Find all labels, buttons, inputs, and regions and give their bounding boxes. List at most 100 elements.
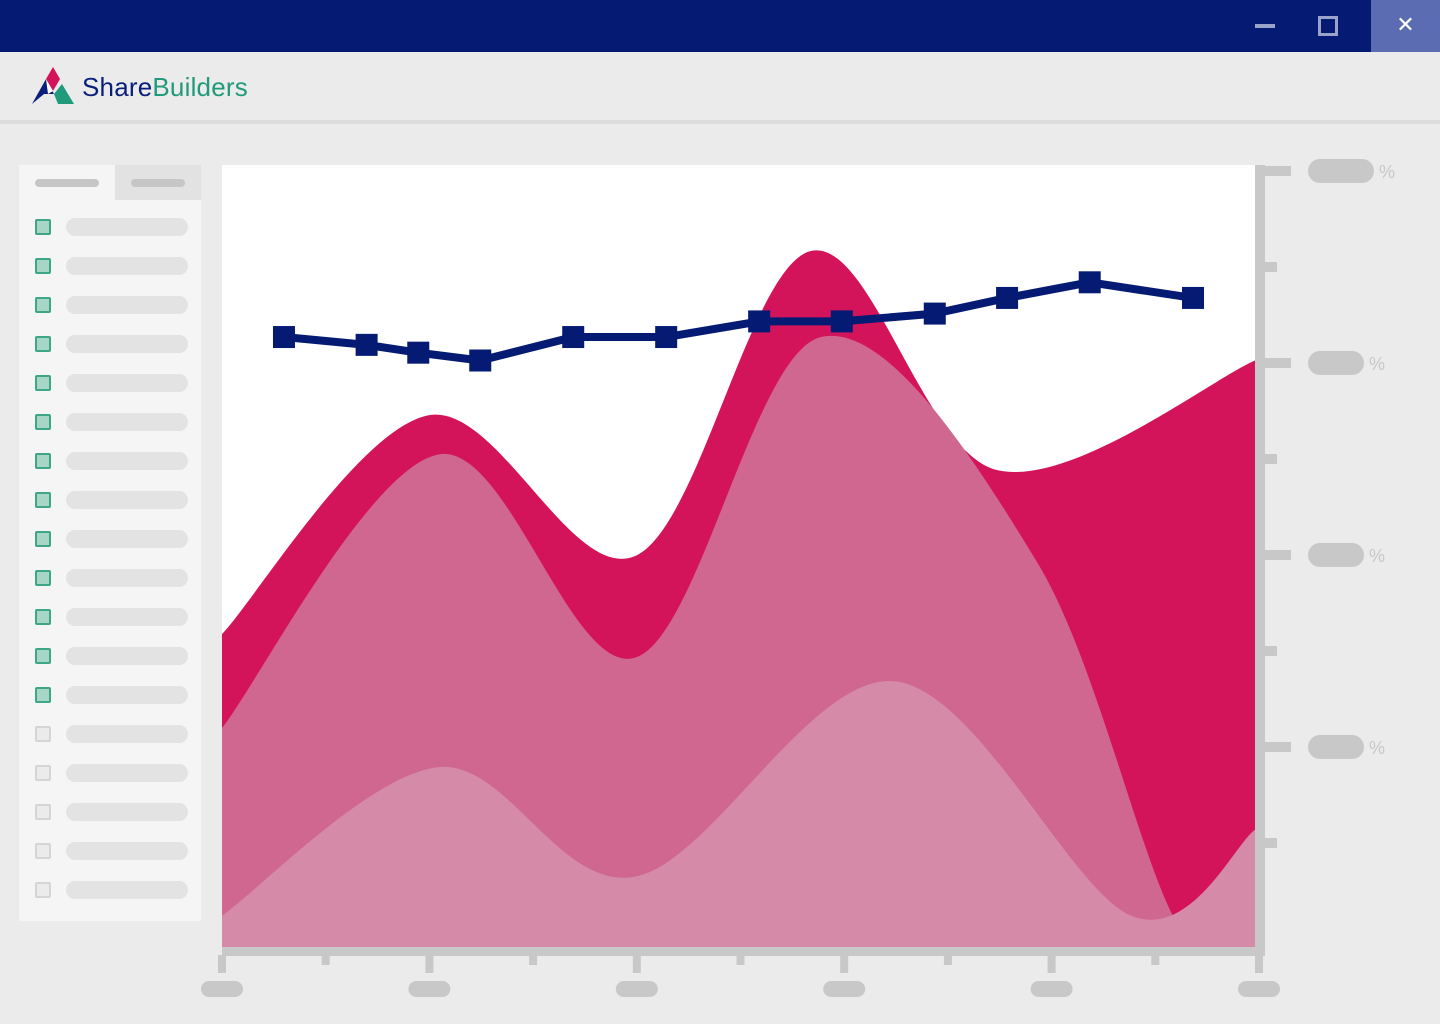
y-tick (1265, 454, 1277, 464)
x-tick-label-placeholder (615, 981, 658, 997)
y-unit-label: % (1369, 354, 1385, 374)
area-series-3 (222, 680, 1255, 947)
x-tick (1255, 955, 1263, 973)
line-point (996, 286, 1019, 309)
line-point (830, 310, 853, 333)
series-list-item[interactable] (19, 716, 201, 755)
item-label-placeholder (66, 218, 188, 236)
line-point (469, 349, 492, 372)
checkbox-checked[interactable] (35, 609, 51, 625)
line-point (562, 326, 585, 349)
series-list-item[interactable] (19, 326, 201, 365)
series-list-item[interactable] (19, 287, 201, 326)
checkbox-checked[interactable] (35, 336, 51, 352)
y-tick (1265, 838, 1277, 848)
x-tick (736, 955, 745, 965)
line-point (923, 302, 946, 325)
y-tick-label-placeholder (1308, 543, 1364, 567)
series-list-item[interactable] (19, 560, 201, 599)
panel-tab-2[interactable] (115, 165, 201, 200)
checkbox-unchecked[interactable] (35, 726, 51, 742)
checkbox-checked[interactable] (35, 570, 51, 586)
y-tick (1265, 742, 1291, 752)
checkbox-checked[interactable] (35, 297, 51, 313)
y-tick (1265, 358, 1291, 368)
series-list-item[interactable] (19, 872, 201, 911)
checkbox-unchecked[interactable] (35, 882, 51, 898)
item-label-placeholder (66, 335, 188, 353)
checkbox-checked[interactable] (35, 375, 51, 391)
maximize-button[interactable] (1295, 0, 1361, 52)
x-tick-label-placeholder (823, 981, 866, 997)
x-tick-label-placeholder (201, 981, 243, 997)
item-label-placeholder (66, 725, 188, 743)
checkbox-checked[interactable] (35, 219, 51, 235)
y-unit-label: % (1369, 738, 1385, 758)
brand-name: ShareBuilders (82, 71, 248, 102)
series-list-item[interactable] (19, 404, 201, 443)
maximize-icon (1318, 16, 1338, 36)
x-tick (321, 955, 330, 965)
minimize-button[interactable] (1232, 0, 1298, 52)
series-list-item[interactable] (19, 677, 201, 716)
series-list-item[interactable] (19, 833, 201, 872)
line-point (407, 341, 430, 364)
checkbox-checked[interactable] (35, 414, 51, 430)
y-unit-label: % (1369, 546, 1385, 566)
app-header: ShareBuilders (0, 52, 1440, 124)
tab-label-placeholder (35, 179, 99, 187)
x-tick (218, 955, 226, 973)
checkbox-checked[interactable] (35, 687, 51, 703)
item-label-placeholder (66, 374, 188, 392)
x-tick (1047, 955, 1056, 973)
x-tick-label-placeholder (408, 981, 451, 997)
logo-mark-icon (32, 67, 74, 104)
close-icon: ✕ (1396, 13, 1415, 38)
x-tick (425, 955, 434, 973)
checkbox-checked[interactable] (35, 531, 51, 547)
item-label-placeholder (66, 452, 188, 470)
x-tick (840, 955, 849, 973)
checkbox-checked[interactable] (35, 492, 51, 508)
item-label-placeholder (66, 530, 188, 548)
series-list-item[interactable] (19, 599, 201, 638)
checkbox-unchecked[interactable] (35, 843, 51, 859)
series-list-item[interactable] (19, 443, 201, 482)
item-label-placeholder (66, 686, 188, 704)
checkbox-checked[interactable] (35, 453, 51, 469)
y-tick (1265, 262, 1277, 272)
series-panel (19, 165, 201, 921)
panel-tab-1[interactable] (19, 165, 115, 200)
y-tick-label-placeholder (1308, 351, 1364, 375)
series-list-item[interactable] (19, 248, 201, 287)
y-axis-right (1255, 165, 1265, 955)
checkbox-unchecked[interactable] (35, 804, 51, 820)
item-label-placeholder (66, 647, 188, 665)
series-list-item[interactable] (19, 638, 201, 677)
line-point (748, 310, 771, 333)
line-point (272, 326, 295, 349)
x-tick-label-placeholder (1238, 981, 1280, 997)
close-button[interactable]: ✕ (1371, 0, 1440, 52)
checkbox-checked[interactable] (35, 648, 51, 664)
y-tick-label-placeholder (1308, 159, 1374, 183)
line-point (355, 333, 378, 356)
series-list-item[interactable] (19, 755, 201, 794)
checkbox-unchecked[interactable] (35, 765, 51, 781)
series-list-item[interactable] (19, 521, 201, 560)
line-point (1182, 286, 1205, 309)
x-axis (222, 947, 1265, 956)
item-label-placeholder (66, 257, 188, 275)
item-label-placeholder (66, 842, 188, 860)
item-label-placeholder (66, 491, 188, 509)
x-tick (1151, 955, 1160, 965)
series-list-item[interactable] (19, 482, 201, 521)
series-list-item[interactable] (19, 209, 201, 248)
y-tick (1265, 166, 1291, 176)
item-label-placeholder (66, 569, 188, 587)
series-list-item[interactable] (19, 794, 201, 833)
checkbox-checked[interactable] (35, 258, 51, 274)
app-logo[interactable]: ShareBuilders (30, 67, 248, 107)
series-list-item[interactable] (19, 365, 201, 404)
